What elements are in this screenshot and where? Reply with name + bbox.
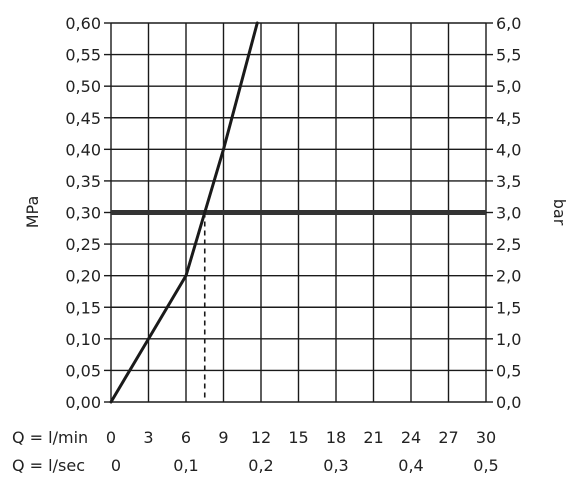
y2-tick-label: 0,0 [496, 393, 521, 412]
y2-tick-label: 3,0 [496, 204, 521, 223]
x2-tick-label: 0,3 [323, 456, 348, 475]
x2-tick-label: 0,2 [248, 456, 273, 475]
y2-tick-label: 3,5 [496, 172, 521, 191]
x-tick-label: 6 [181, 428, 191, 447]
y-tick-label: 0,40 [65, 140, 101, 159]
y-tick-label: 0,00 [65, 393, 101, 412]
x-tick-label: 24 [401, 428, 421, 447]
tick-labels: 0,000,050,100,150,200,250,300,350,400,45… [65, 14, 521, 475]
y2-tick-label: 5,0 [496, 77, 521, 96]
y-tick-label: 0,15 [65, 298, 101, 317]
y-axis-title: MPa [23, 196, 42, 229]
x-tick-label: 9 [218, 428, 228, 447]
x-tick-label: 30 [476, 428, 496, 447]
y-tick-label: 0,10 [65, 330, 101, 349]
y-tick-label: 0,30 [65, 204, 101, 223]
x-axis-title: Q = l/min [12, 428, 88, 447]
y-tick-label: 0,50 [65, 77, 101, 96]
y2-tick-label: 0,5 [496, 361, 521, 380]
y2-tick-label: 1,5 [496, 298, 521, 317]
y-tick-label: 0,60 [65, 14, 101, 33]
y2-tick-label: 2,5 [496, 235, 521, 254]
y2-axis-title: bar [550, 199, 569, 226]
y2-tick-label: 6,0 [496, 14, 521, 33]
y-tick-label: 0,55 [65, 46, 101, 65]
y-tick-label: 0,35 [65, 172, 101, 191]
y2-tick-label: 5,5 [496, 46, 521, 65]
x-tick-label: 12 [251, 428, 271, 447]
y-tick-label: 0,20 [65, 267, 101, 286]
x2-tick-label: 0,4 [398, 456, 423, 475]
x2-tick-label: 0 [111, 456, 121, 475]
y2-tick-label: 1,0 [496, 330, 521, 349]
x-tick-label: 18 [326, 428, 346, 447]
x-tick-label: 27 [438, 428, 458, 447]
x-tick-label: 3 [143, 428, 153, 447]
x2-tick-label: 0,5 [473, 456, 498, 475]
series-line [109, 21, 259, 404]
y2-tick-label: 4,5 [496, 109, 521, 128]
x2-axis-title: Q = l/sec [12, 456, 85, 475]
x-tick-label: 21 [363, 428, 383, 447]
x-tick-label: 15 [288, 428, 308, 447]
plot-area [109, 21, 486, 404]
y2-tick-label: 4,0 [496, 140, 521, 159]
x-tick-label: 0 [106, 428, 116, 447]
y-tick-label: 0,05 [65, 361, 101, 380]
y2-tick-label: 2,0 [496, 267, 521, 286]
x2-tick-label: 0,1 [173, 456, 198, 475]
y-tick-label: 0,25 [65, 235, 101, 254]
y-tick-label: 0,45 [65, 109, 101, 128]
